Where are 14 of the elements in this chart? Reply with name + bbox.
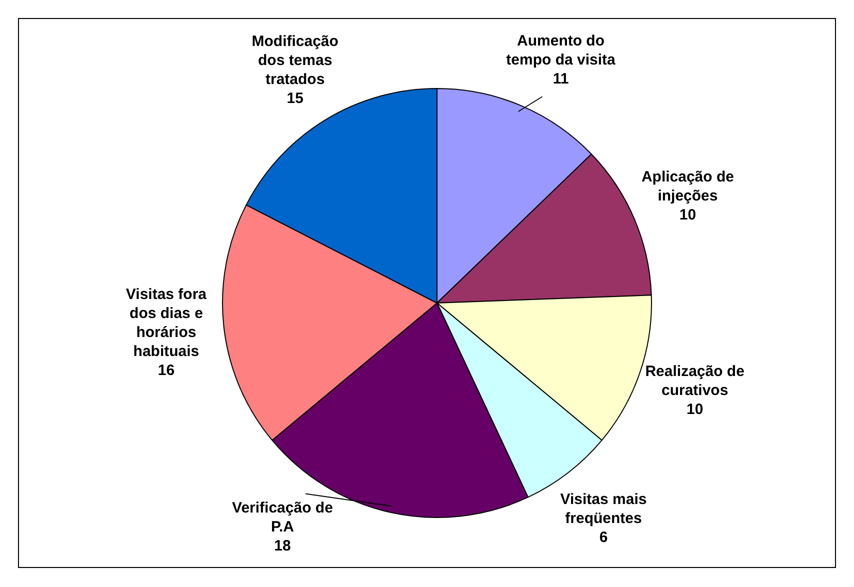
data-label: 18 <box>274 537 291 554</box>
data-label: 10 <box>686 401 704 418</box>
slice-label: Verificação de P.A <box>232 499 333 536</box>
data-label: 16 <box>158 362 175 379</box>
slice-label: Realização de curativos <box>645 363 744 400</box>
data-label: 10 <box>679 206 696 224</box>
data-label: 15 <box>286 90 304 108</box>
slice-label: Modificação dos temas tratados <box>252 33 338 88</box>
slice-label: Visitas fora dos dias e horários habituais <box>126 286 208 360</box>
slice-label: Aplicação de injeções <box>641 168 734 205</box>
data-label: 6 <box>599 528 608 546</box>
slice-label: Aumento do tempo da visita <box>506 32 616 68</box>
slice-label: Visitas mais freqüentes <box>560 490 647 527</box>
data-label: 11 <box>552 70 569 88</box>
